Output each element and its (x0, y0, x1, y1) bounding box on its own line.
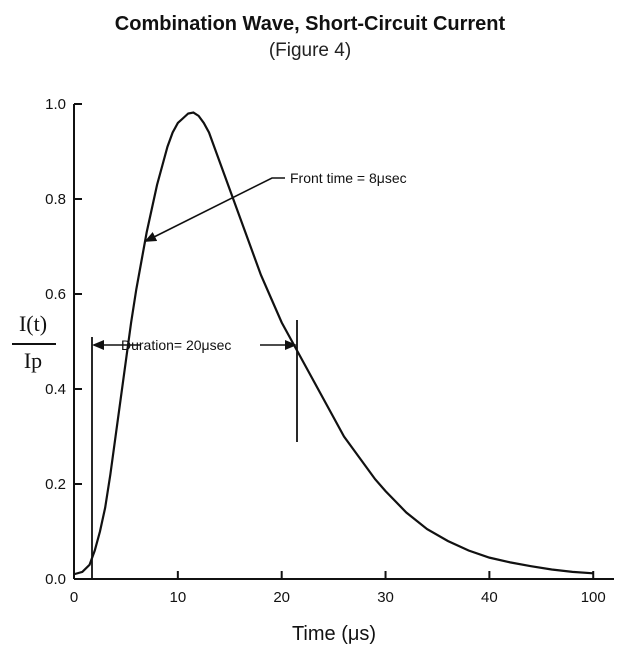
y-tick-label: 0.2 (45, 476, 66, 493)
x-tick-label: 0 (70, 589, 78, 606)
x-tick-label: 10 (170, 589, 187, 606)
x-tick-label: 100 (581, 589, 606, 606)
y-axis-label-denominator: Ip (24, 348, 42, 373)
x-tick-label: 30 (377, 589, 394, 606)
y-axis-label: I(t) Ip (12, 311, 56, 373)
series-line (73, 111, 594, 576)
y-tick-label: 0.0 (45, 571, 66, 588)
y-tick-label: 1.0 (45, 96, 66, 113)
plot-area: 0.0 0.2 0.4 0.6 0.8 1.0 0 10 20 30 40 100 Duration= … (45, 96, 614, 606)
chart-subtitle: (Figure 4) (269, 40, 351, 61)
x-tick-label: 20 (273, 589, 290, 606)
x-tick-label: 40 (481, 589, 498, 606)
x-axis-label: Time (μs) (292, 623, 376, 645)
duration-annotation: Duration= 20μsec (121, 337, 231, 353)
front-time-arrow (144, 177, 285, 242)
chart-title: Combination Wave, Short-Circuit Current (115, 13, 506, 35)
y-axis-label-numerator: I(t) (19, 311, 47, 336)
front-time-annotation: Front time = 8μsec (290, 170, 407, 186)
y-tick-label: 0.6 (45, 286, 66, 303)
y-tick-label: 0.8 (45, 191, 66, 208)
y-tick-label: 0.4 (45, 381, 66, 398)
